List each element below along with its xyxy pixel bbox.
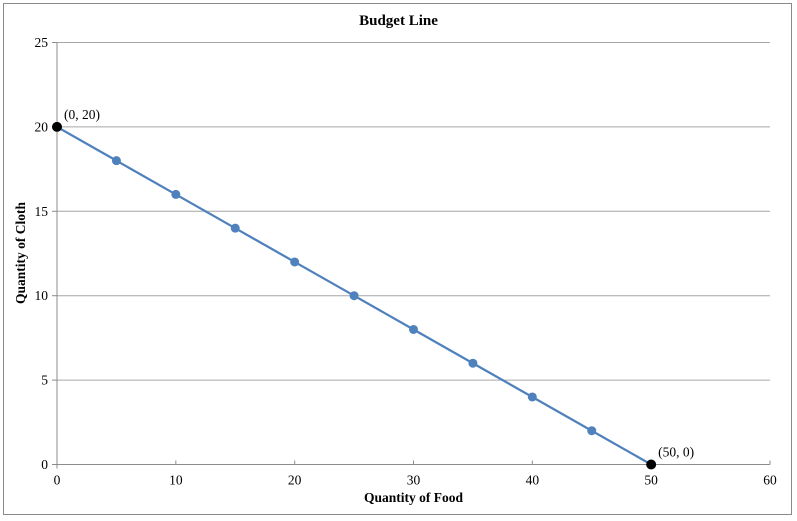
y-axis-title: Quantity of Cloth [13, 201, 28, 305]
y-tick-label-20: 20 [35, 119, 49, 134]
y-tick-label-5: 5 [41, 373, 48, 388]
y-tick-label-10: 10 [35, 288, 49, 303]
data-point-marker-50-0 [646, 459, 657, 470]
x-tick-label-60: 60 [763, 473, 777, 488]
data-point-marker-15-14 [230, 223, 240, 233]
x-tick-label-30: 30 [407, 473, 421, 488]
point-annotation-1: (50, 0) [658, 445, 694, 460]
data-point-marker-25-10 [349, 291, 359, 301]
data-point-marker-30-8 [409, 324, 418, 334]
y-tick-label-0: 0 [41, 457, 48, 472]
x-tick-label-0: 0 [54, 473, 61, 488]
data-point-marker-0-20 [52, 121, 62, 132]
y-tick-label-15: 15 [35, 204, 49, 219]
x-tick-label-10: 10 [169, 473, 183, 488]
x-axis-title: Quantity of Food [363, 490, 463, 505]
y-tick-label-25: 25 [35, 35, 49, 50]
data-point-marker-45-2 [587, 426, 597, 436]
data-point-marker-20-12 [290, 257, 300, 267]
chart-title: Budget Line [359, 13, 438, 29]
data-point-marker-10-16 [171, 189, 181, 199]
data-point-marker-5-18 [111, 156, 121, 166]
data-point-marker-40-4 [527, 392, 537, 402]
x-tick-label-40: 40 [526, 473, 540, 488]
point-annotation-0: (0, 20) [64, 107, 100, 122]
data-point-marker-35-6 [468, 358, 478, 368]
x-tick-label-50: 50 [644, 473, 658, 488]
x-tick-label-20: 20 [288, 473, 302, 488]
